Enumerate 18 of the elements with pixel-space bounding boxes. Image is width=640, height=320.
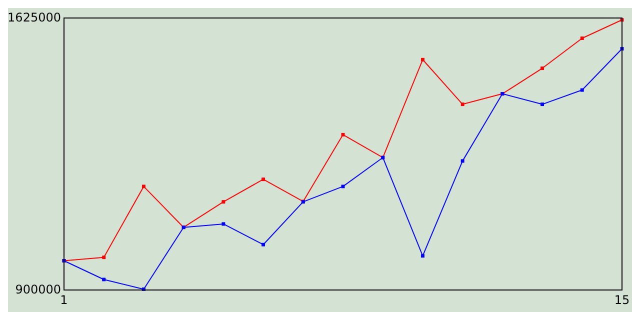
point	[580, 88, 584, 92]
y-tick-label: 1625000	[8, 10, 61, 24]
point	[580, 36, 584, 40]
point	[460, 102, 464, 106]
point	[420, 58, 424, 62]
point	[420, 254, 424, 258]
point	[540, 102, 544, 106]
x-tick-label: 15	[614, 293, 630, 307]
y-tick-label: 900000	[15, 282, 61, 296]
point	[540, 66, 544, 70]
point	[262, 242, 266, 246]
x-tick-label: 1	[60, 293, 68, 307]
point	[460, 159, 464, 163]
point	[142, 184, 146, 188]
point	[262, 178, 266, 182]
point	[222, 222, 226, 226]
point	[102, 256, 106, 260]
point	[222, 200, 226, 204]
